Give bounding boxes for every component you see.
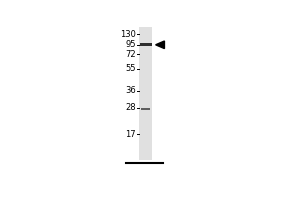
Bar xyxy=(140,43,152,46)
Text: 130: 130 xyxy=(120,30,136,39)
Text: 95: 95 xyxy=(125,40,136,49)
Polygon shape xyxy=(156,41,164,49)
Text: 28: 28 xyxy=(125,103,136,112)
Text: 55: 55 xyxy=(125,64,136,73)
Text: 72: 72 xyxy=(125,50,136,59)
Text: 17: 17 xyxy=(125,130,136,139)
Bar xyxy=(139,27,152,160)
Text: 36: 36 xyxy=(125,86,136,95)
Bar xyxy=(141,108,150,110)
